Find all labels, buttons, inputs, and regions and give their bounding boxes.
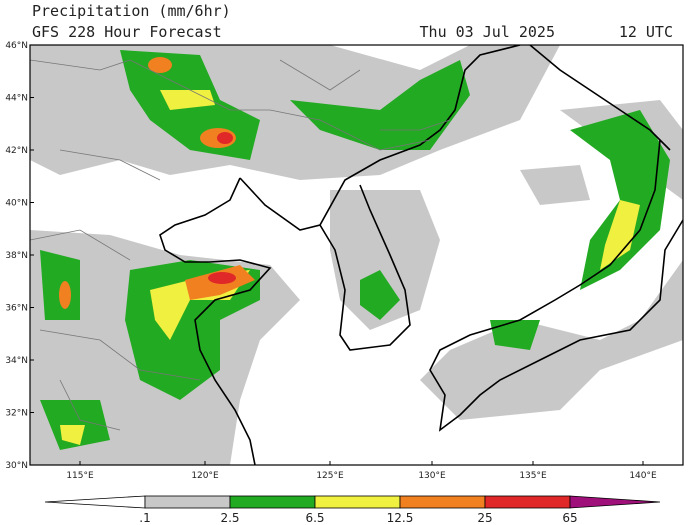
colorbar-labels: .1 2.5 6.5 12.5 25 65 — [139, 511, 577, 525]
colorbar-label: 65 — [562, 511, 577, 525]
lon-axis: 115°E 120°E 125°E 130°E 135°E 140°E — [66, 461, 657, 481]
lon-label: 130°E — [418, 471, 446, 481]
map — [30, 45, 683, 465]
lat-axis: 46°N 44°N 42°N 40°N 38°N 36°N 34°N 32°N 30°N — [5, 41, 34, 471]
coastline — [159, 177, 272, 465]
coastline — [429, 139, 683, 432]
colorbar — [44, 495, 661, 509]
border — [279, 59, 451, 131]
lat-label: 42°N — [5, 146, 28, 156]
lat-label: 44°N — [5, 94, 28, 104]
lat-label: 46°N — [5, 41, 28, 51]
colorbar-label: 2.5 — [220, 511, 239, 525]
lat-label: 38°N — [5, 251, 28, 261]
colorbar-label: 25 — [477, 511, 492, 525]
lon-label: 125°E — [316, 471, 344, 481]
date: Thu 03 Jul 2025 — [420, 23, 555, 41]
colorbar-label: 12.5 — [387, 511, 414, 525]
lon-label: 135°E — [519, 471, 547, 481]
colorbar-label: 6.5 — [305, 511, 324, 525]
time: 12 UTC — [619, 23, 673, 41]
lon-label: 120°E — [191, 471, 219, 481]
lat-label: 32°N — [5, 409, 28, 419]
coastline — [529, 45, 671, 151]
lat-label: 34°N — [5, 356, 28, 366]
colorbar-label: .1 — [139, 511, 150, 525]
precip-extreme — [208, 132, 236, 284]
lon-label: 115°E — [66, 471, 94, 481]
lon-label: 140°E — [629, 471, 657, 481]
title: Precipitation (mm/6hr) — [32, 2, 231, 20]
lat-label: 36°N — [5, 304, 28, 314]
coastline — [319, 184, 411, 351]
lat-label: 40°N — [5, 199, 28, 209]
coastline — [239, 45, 521, 231]
subtitle: GFS 228 Hour Forecast — [32, 23, 222, 41]
border — [30, 59, 431, 431]
lat-label: 30°N — [5, 461, 28, 471]
